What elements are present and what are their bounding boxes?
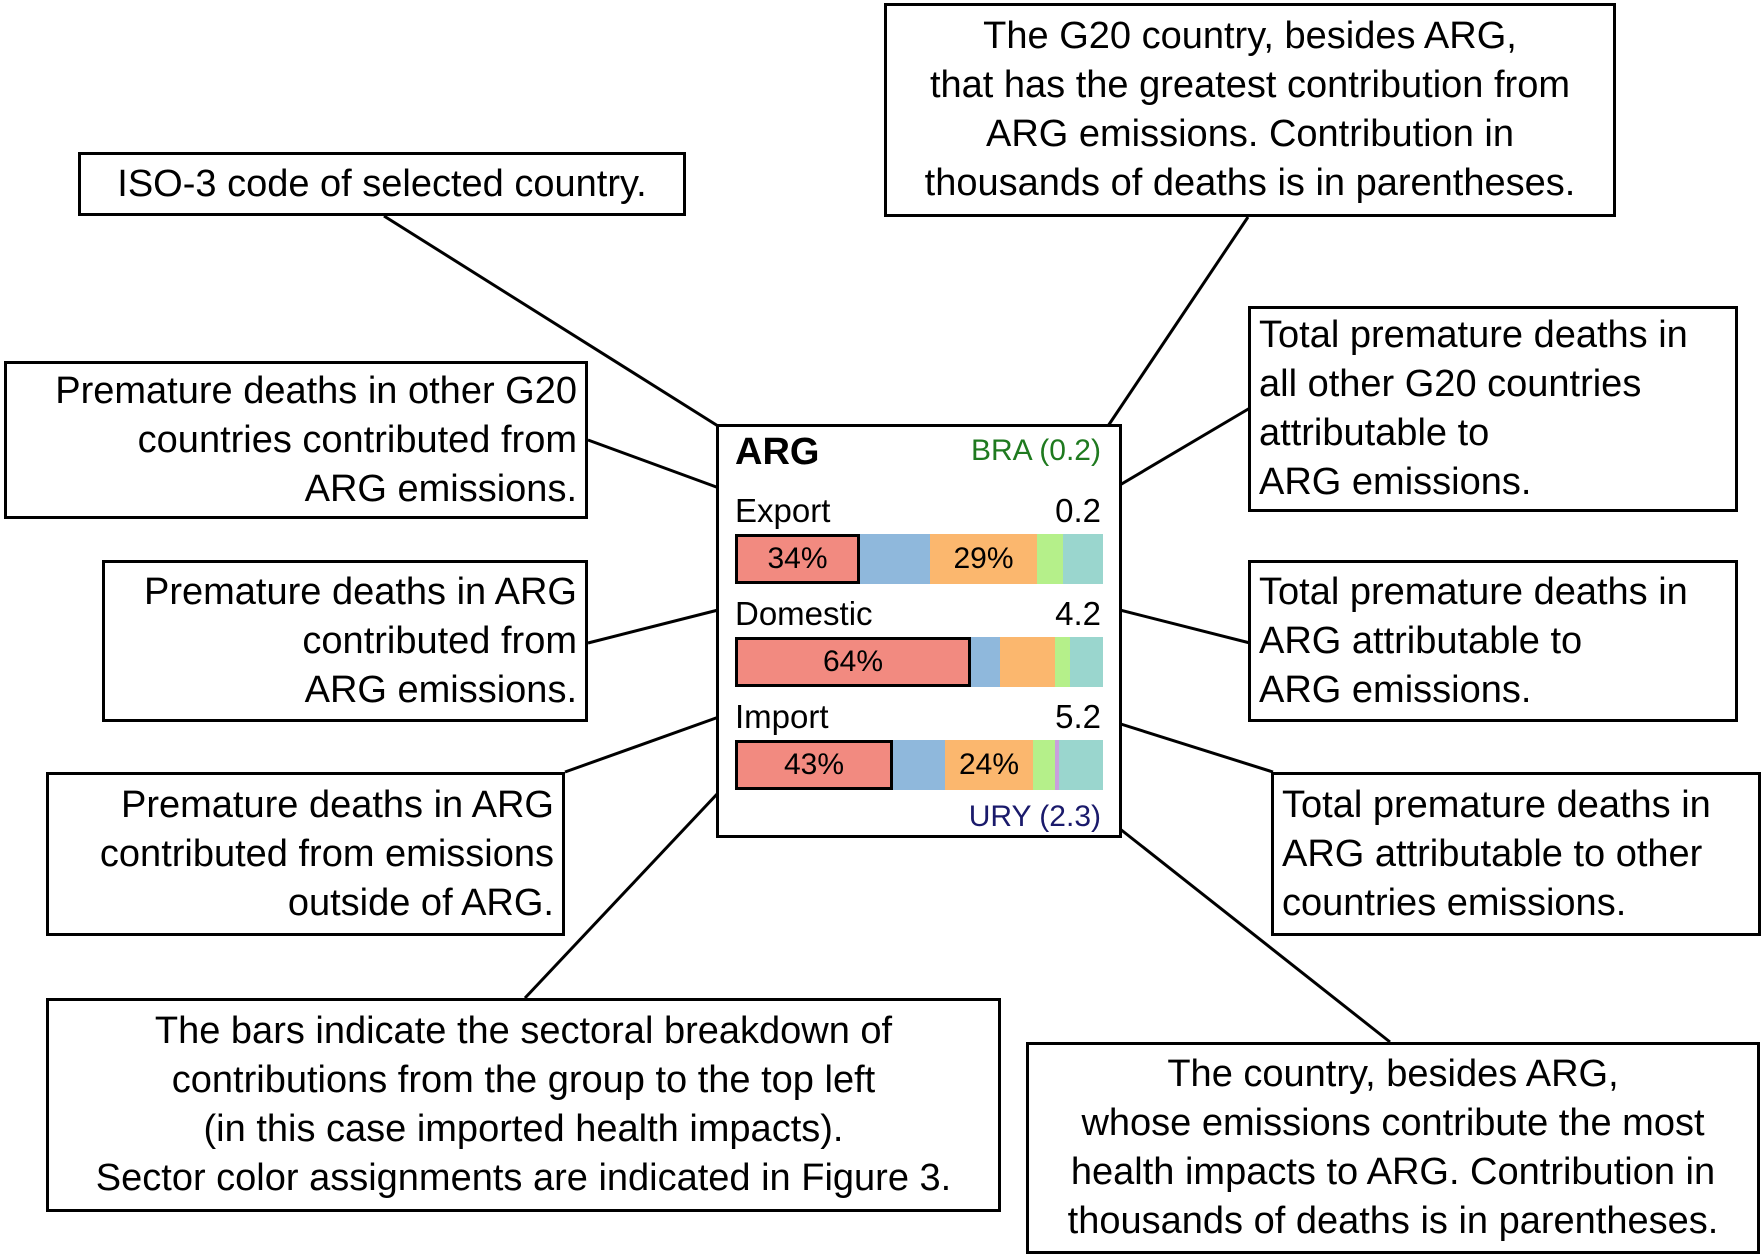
row-label-export: Export [735,492,831,529]
callout-line: ISO-3 code of selected country. [117,162,647,205]
callout-line: Total premature deaths in [1259,314,1688,356]
callout-line: countries emissions. [1282,881,1627,924]
callout-line: whose emissions contribute the most [1081,1102,1705,1144]
callout-line: countries contributed from [137,418,577,461]
bar-segment-export-3 [1037,534,1063,584]
row-value-export: 0.2 [1055,492,1101,529]
callout-line: (in this case imported health impacts). [203,1108,844,1150]
bar-segment-import-2: 24% [945,740,1033,790]
connector-bars [523,773,737,1000]
callout-line: ARG emissions. [1259,668,1532,711]
bar-segment-import-1 [893,740,945,790]
callout-top-partner: The G20 country, besides ARG, that has th… [884,3,1616,217]
bar-segment-export-1 [860,534,930,584]
callout-line: Premature deaths in ARG [144,570,577,613]
callout-line: that has the greatest contribution from [929,64,1570,106]
bar-segment-domestic-1 [971,637,1000,687]
callout-domestic-left: Premature deaths in ARG contributed from A… [102,560,588,722]
callout-bottom-partner: The country, besides ARG, whose emissions… [1026,1042,1760,1254]
bottom-partner-label: URY (2.3) [968,800,1101,833]
connector-export-left [587,438,731,494]
top-partner-label: BRA (0.2) [970,434,1101,467]
callout-import-right: Total premature deaths in ARG attributabl… [1271,772,1761,936]
callout-line: The bars indicate the sectoral breakdown… [154,1010,893,1052]
callout-line: thousands of deaths is in parentheses. [1067,1200,1719,1242]
bar-export: 34% 29% [735,534,1103,584]
connector-import-left [564,711,731,774]
bar-segment-domestic-0: 64% [735,637,971,687]
bar-segment-export-4 [1063,534,1103,584]
bar-segment-export-2: 29% [930,534,1037,584]
callout-import-left: Premature deaths in ARG contributed from … [46,772,565,936]
connector-domestic-left [587,605,731,645]
callout-line: contributions from the group to the top … [171,1059,876,1101]
callout-iso-code: ISO-3 code of selected country. [78,152,686,216]
callout-line: The G20 country, besides ARG, [983,15,1517,57]
bar-segment-export-0: 34% [735,534,860,584]
connector-bottom-partner [1114,823,1391,1044]
connector-iso-code [383,214,719,428]
callout-line: contributed from emissions [99,832,554,875]
callout-export-right: Total premature deaths in all other G20 c… [1248,306,1738,512]
row-value-import: 5.2 [1055,698,1101,735]
country-card: ARG BRA (0.2) Export 0.2 34% 29% Domestic… [716,424,1122,838]
callout-line: ARG emissions. Contribution in [985,113,1514,155]
bar-segment-import-4 [1055,740,1059,790]
bar-segment-import-0: 43% [735,740,893,790]
callout-domestic-right: Total premature deaths in ARG attributabl… [1248,560,1738,722]
bar-segment-domestic-4 [1070,637,1103,687]
country-code: ARG [735,431,820,473]
callout-line: ARG emissions. [1259,461,1532,503]
connector-import-right [1107,718,1274,774]
bar-import: 43% 24% [735,740,1103,790]
callout-line: ARG attributable to other [1282,832,1703,875]
callout-export-left: Premature deaths in other G20 countries c… [4,361,588,519]
bar-segment-domestic-2 [1000,637,1055,687]
row-value-domestic: 4.2 [1055,595,1101,632]
row-label-import: Import [735,698,829,735]
bar-segment-domestic-3 [1055,637,1070,687]
callout-line: Total premature deaths in [1259,570,1688,613]
bar-domestic: 64% [735,637,1103,687]
connector-export-right [1107,406,1251,494]
callout-line: Sector color assignments are indicated i… [95,1157,952,1199]
callout-line: ARG emissions. [304,467,577,510]
bar-segment-import-3 [1033,740,1055,790]
callout-line: contributed from [302,619,577,662]
callout-line: ARG attributable to [1259,619,1583,662]
callout-line: outside of ARG. [287,881,554,924]
callout-line: The country, besides ARG, [1167,1053,1619,1095]
callout-line: Total premature deaths in [1282,783,1711,826]
callout-line: ARG emissions. [304,668,577,711]
callout-line: health impacts to ARG. Contribution in [1070,1151,1716,1193]
bar-segment-import-5 [1059,740,1103,790]
callout-line: thousands of deaths is in parentheses. [924,162,1576,204]
callout-line: Premature deaths in other G20 [55,369,577,412]
row-label-domestic: Domestic [735,595,873,632]
connector-domestic-right [1107,605,1251,645]
connector-top-partner [1106,216,1250,427]
callout-line: Premature deaths in ARG [121,783,554,826]
callout-line: all other G20 countries [1259,363,1642,405]
callout-bars: The bars indicate the sectoral breakdown… [46,998,1001,1212]
callout-line: attributable to [1259,412,1490,454]
